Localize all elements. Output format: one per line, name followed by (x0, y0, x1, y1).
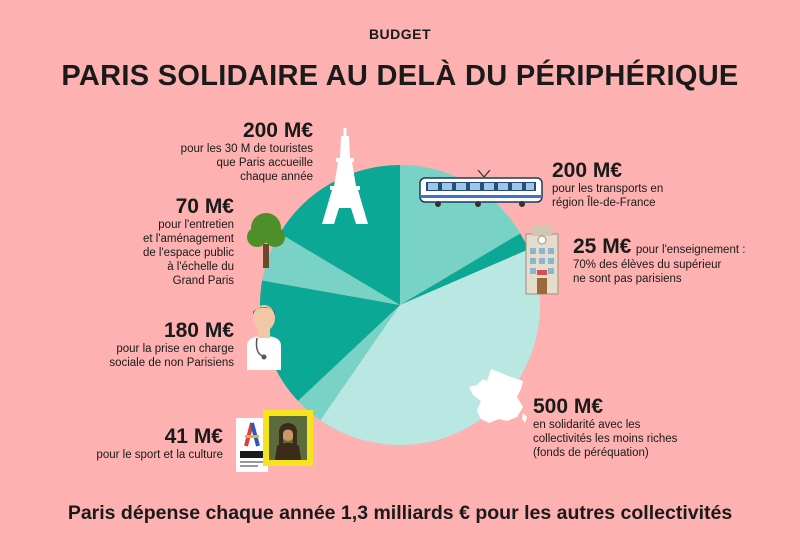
pie-slice-public-space (262, 233, 400, 305)
tourism-desc-line: que Paris accueille (216, 157, 313, 169)
pie-slice-education (400, 233, 529, 305)
public-space-amount: 70 M€ (175, 195, 234, 218)
sport-amount: 41 M€ (164, 425, 223, 448)
tram-icon (419, 170, 543, 207)
callout-sport: 41 M€ pour le sport et la culture (96, 426, 223, 462)
tree-icon (247, 213, 285, 268)
budget-kicker: BUDGET (368, 26, 432, 42)
doctor-icon (247, 305, 281, 370)
social-desc-line: sociale de non Parisiens (109, 357, 234, 369)
public-space-desc-line: à l'échelle du (167, 261, 234, 273)
tourism-desc-line: chaque année (240, 171, 313, 183)
callout-tourism: 200 M€ pour les 30 M de touristes que Pa… (181, 120, 313, 184)
solidarity-desc-line: en solidarité avec les (533, 419, 641, 431)
transport-desc-line: région Île-de-France (552, 197, 656, 209)
footer-summary: Paris dépense chaque année 1,3 milliards… (67, 502, 733, 524)
solidarity-amount: 500 M€ (533, 395, 604, 418)
transport-amount: 200 M€ (552, 159, 623, 182)
education-desc-line: 70% des élèves du supérieur (573, 259, 722, 271)
pie-slice-tourism (279, 165, 400, 305)
transport-desc-line: pour les transports en (552, 183, 664, 195)
callout-solidarity: 500 M€ en solidarité avec les collectivi… (533, 396, 677, 460)
tourism-amount: 200 M€ (242, 119, 313, 142)
callout-education: 25 M€ pour l'enseignement : 70% des élèv… (573, 236, 745, 286)
public-space-desc-line: de l'espace public (142, 247, 234, 259)
pie-slice-sport (297, 305, 400, 421)
education-desc-line: ne sont pas parisiens (573, 273, 682, 285)
solidarity-desc-line: collectivités les moins riches (533, 433, 678, 445)
social-amount: 180 M€ (163, 319, 234, 342)
france-map-icon (469, 369, 527, 423)
education-amount: 25 M€ (573, 235, 632, 258)
tourism-desc-line: pour les 30 M de touristes (180, 143, 313, 155)
education-desc-inline: pour l'enseignement : (635, 244, 746, 256)
callout-transport: 200 M€ pour les transports en région Île… (552, 160, 663, 210)
school-building-icon (525, 226, 559, 295)
public-space-desc-line: Grand Paris (172, 275, 234, 287)
solidarity-desc-line: (fonds de péréquation) (533, 447, 649, 459)
public-space-desc-line: et l'aménagement (142, 233, 234, 245)
pie-slice-social (259, 280, 400, 401)
sport-desc-line: pour le sport et la culture (96, 449, 223, 461)
eiffel-tower-icon (322, 128, 368, 224)
callout-public-space: 70 M€ pour l'entretien et l'aménagement … (143, 196, 234, 288)
mona-lisa-icon (263, 410, 313, 466)
page-title: PARIS SOLIDAIRE AU DELÀ DU PÉRIPHÉRIQUE (61, 60, 739, 92)
callout-social: 180 M€ pour la prise en charge sociale d… (109, 320, 234, 370)
paris-logo-icon (236, 418, 268, 472)
social-desc-line: pour la prise en charge (116, 343, 234, 355)
public-space-desc-line: pour l'entretien (158, 219, 234, 231)
paris-logo-swirl-icon (62, 19, 79, 35)
